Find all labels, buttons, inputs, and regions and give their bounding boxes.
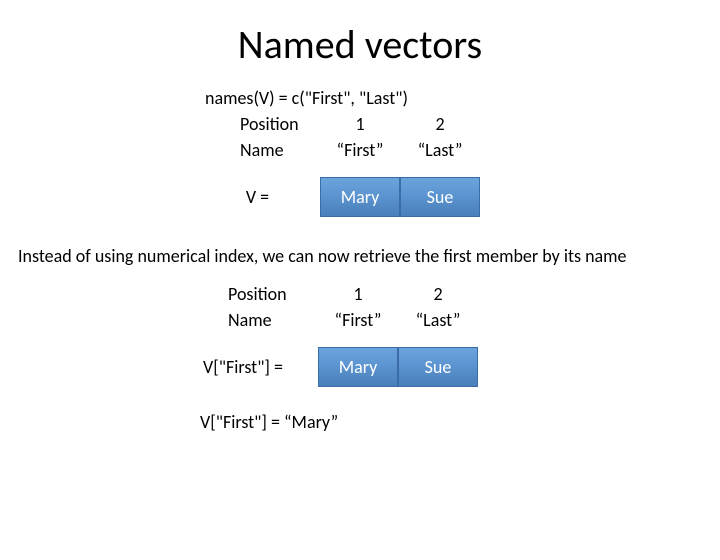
vector2-cell-2: Sue <box>398 347 478 387</box>
name-1: “First” <box>320 139 400 161</box>
position2-2: 2 <box>398 283 478 305</box>
position-label-2: Position <box>218 283 318 305</box>
section2-vector-row: V["First"] = Mary Sue <box>168 347 720 387</box>
name-label: Name <box>230 139 320 161</box>
position-row: Position 1 2 <box>230 111 720 137</box>
names-assignment-code: names(V) = c("First", "Last") <box>205 87 720 109</box>
name-2: “Last” <box>400 139 480 161</box>
vector-cell-1: Mary <box>320 177 400 217</box>
result-expression: V["First"] = “Mary” <box>200 411 720 433</box>
section1-header-grid: Position 1 2 Name “First” “Last” <box>230 111 720 163</box>
position2-1: 1 <box>318 283 398 305</box>
name-row: Name “First” “Last” <box>230 137 720 163</box>
page-title: Named vectors <box>0 20 720 69</box>
name2-1: “First” <box>318 309 398 331</box>
section1-vector-row: V = Mary Sue <box>195 177 720 217</box>
position-row-2: Position 1 2 <box>218 281 720 307</box>
name-label-2: Name <box>218 309 318 331</box>
section2-header-grid: Position 1 2 Name “First” “Last” <box>218 281 720 333</box>
position-2: 2 <box>400 113 480 135</box>
name2-2: “Last” <box>398 309 478 331</box>
explanation-text: Instead of using numerical index, we can… <box>18 245 720 267</box>
vector-v-label: V = <box>195 186 320 208</box>
position-1: 1 <box>320 113 400 135</box>
vector-cell-2: Sue <box>400 177 480 217</box>
name-row-2: Name “First” “Last” <box>218 307 720 333</box>
position-label: Position <box>230 113 320 135</box>
vector2-cell-1: Mary <box>318 347 398 387</box>
vector-index-label: V["First"] = <box>168 356 318 378</box>
